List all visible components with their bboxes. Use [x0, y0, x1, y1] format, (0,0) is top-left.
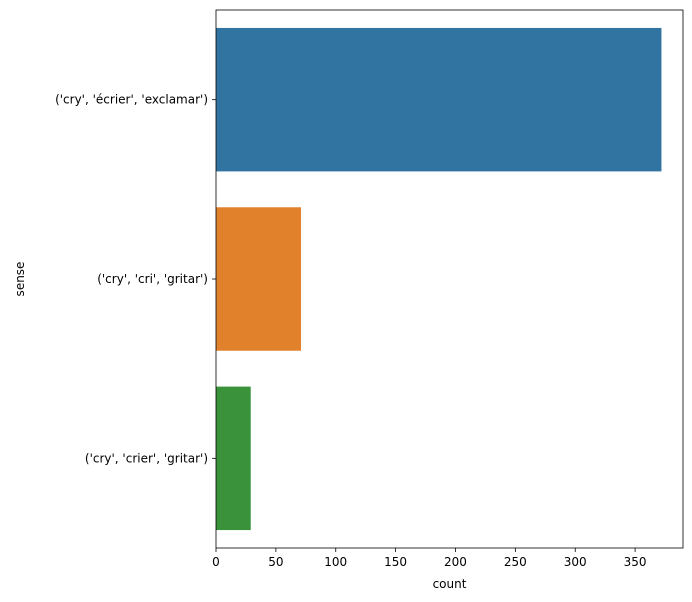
- x-tick-label: 300: [564, 555, 587, 569]
- y-tick-label: ('cry', 'écrier', 'exclamar'): [55, 93, 208, 107]
- x-tick-label: 350: [624, 555, 647, 569]
- x-tick-label: 0: [212, 555, 220, 569]
- bars: [216, 27, 662, 531]
- x-tick-label: 50: [268, 555, 283, 569]
- x-tick-label: 250: [504, 555, 527, 569]
- bar-2: [216, 207, 302, 351]
- y-tick-label: ('cry', 'crier', 'gritar'): [85, 451, 208, 465]
- x-tick-label: 200: [444, 555, 467, 569]
- bar-3: [216, 386, 251, 531]
- x-axis-label: count: [433, 577, 467, 591]
- y-tick-label: ('cry', 'cri', 'gritar'): [97, 272, 208, 286]
- plot-frame: [215, 9, 684, 549]
- x-tick-label: 100: [324, 555, 347, 569]
- x-tick-label: 150: [384, 555, 407, 569]
- x-axis-ticks: 0 50 100 150 200 250 300 350: [212, 548, 647, 569]
- y-axis-ticks: ('cry', 'écrier', 'exclamar') ('cry', 'cr…: [55, 93, 216, 465]
- bar-1: [216, 27, 662, 172]
- y-axis-label: sense: [13, 262, 27, 297]
